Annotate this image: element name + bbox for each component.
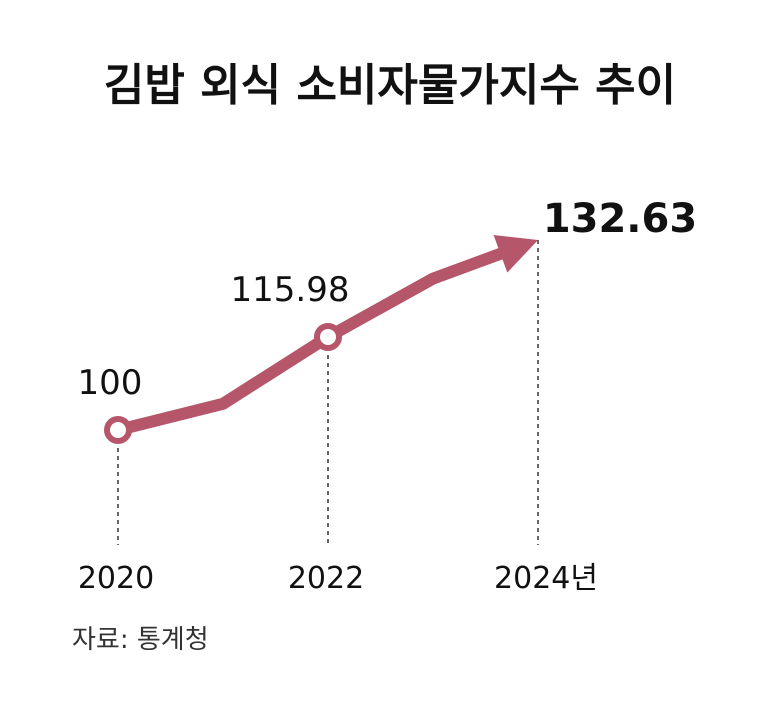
chart-title: 김밥 외식 소비자물가지수 추이 — [104, 60, 676, 111]
data-label-2024: 132.63 — [543, 196, 697, 242]
value-labels: 100 115.98 132.63 — [78, 196, 698, 403]
arrow-head-icon — [493, 235, 538, 273]
data-label-2020: 100 — [78, 363, 143, 403]
data-point-2020 — [104, 416, 132, 444]
guide-lines — [117, 240, 539, 545]
x-tick-label-2022: 2022 — [288, 561, 364, 596]
x-tick-label-2020: 2020 — [78, 561, 154, 596]
source-note: 자료: 통계청 — [72, 625, 209, 655]
x-axis-ticks: 2020 2022 2024년 — [78, 561, 598, 596]
x-tick-label-2024: 2024년 — [494, 561, 598, 596]
markers — [104, 322, 342, 444]
data-point-2022 — [314, 322, 342, 351]
data-label-2022: 115.98 — [231, 270, 350, 310]
